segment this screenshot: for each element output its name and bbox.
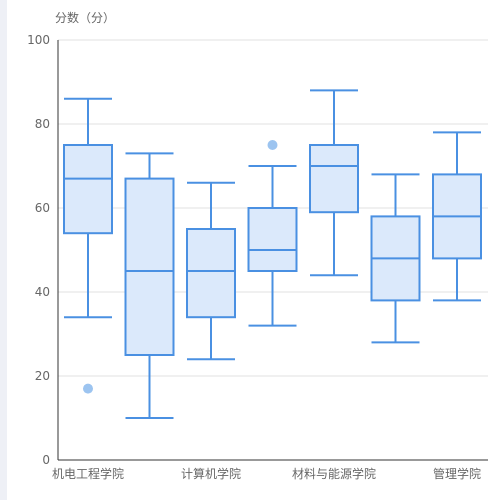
y-tick-label: 0 xyxy=(42,453,50,467)
y-axis-label: 分数（分） xyxy=(55,10,115,25)
box-group xyxy=(309,89,359,277)
y-tick-label: 20 xyxy=(35,369,50,383)
box-group xyxy=(63,97,113,394)
left-edge-strip xyxy=(0,0,7,500)
x-tick-label: 管理学院 xyxy=(433,466,481,481)
box-group xyxy=(124,152,175,419)
box-body xyxy=(247,207,298,272)
box-group xyxy=(432,131,482,302)
box-group xyxy=(186,181,236,361)
outlier-point xyxy=(83,383,93,394)
outlier-point xyxy=(267,140,278,150)
axes xyxy=(57,40,488,461)
y-axis-ticks: 0 20 40 60 80 100 xyxy=(27,33,50,467)
box-body xyxy=(63,144,113,235)
x-tick-label: 机电工程学院 xyxy=(52,466,124,481)
x-tick-label: 计算机学院 xyxy=(181,466,241,481)
box-body xyxy=(309,144,359,214)
boxes xyxy=(63,89,482,419)
box-group xyxy=(247,140,298,327)
y-tick-label: 60 xyxy=(35,201,50,215)
x-tick-label: 材料与能源学院 xyxy=(292,466,376,481)
y-tick-label: 100 xyxy=(27,33,50,47)
x-axis-ticks: 机电工程学院 计算机学院 材料与能源学院 管理学院 xyxy=(52,466,481,481)
box-body xyxy=(186,228,236,319)
y-tick-label: 80 xyxy=(35,117,50,131)
box-body xyxy=(124,177,175,356)
box-group xyxy=(370,173,421,344)
y-tick-label: 40 xyxy=(35,285,50,299)
